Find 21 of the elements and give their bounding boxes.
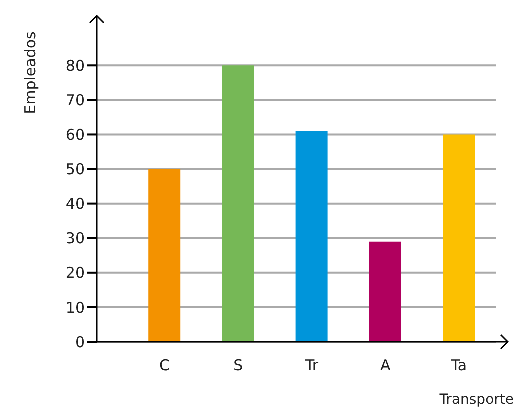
x-tick-label: Tr [304,356,320,375]
y-tick-label: 60 [66,126,85,144]
bar [369,242,402,342]
x-tick-label: A [380,356,392,375]
y-tick-label: 80 [66,56,85,75]
bar [296,131,328,342]
y-tick-label: 70 [66,92,85,110]
y-tick-label: 10 [66,298,85,317]
y-tick-label: 0 [75,333,85,352]
x-tick-label: S [234,356,244,375]
y-tick-label: 20 [66,264,85,282]
bar [222,66,254,342]
y-tick-label: 50 [66,160,85,179]
y-tick-label: 40 [66,195,85,214]
x-axis-title: Transporte [438,392,514,408]
bar [148,169,181,342]
y-tick-label: 30 [66,230,85,248]
y-axis-title: Empleados [22,31,40,114]
x-tick-label: C [160,356,170,375]
x-tick-label: Ta [450,356,468,375]
bar [443,134,476,342]
